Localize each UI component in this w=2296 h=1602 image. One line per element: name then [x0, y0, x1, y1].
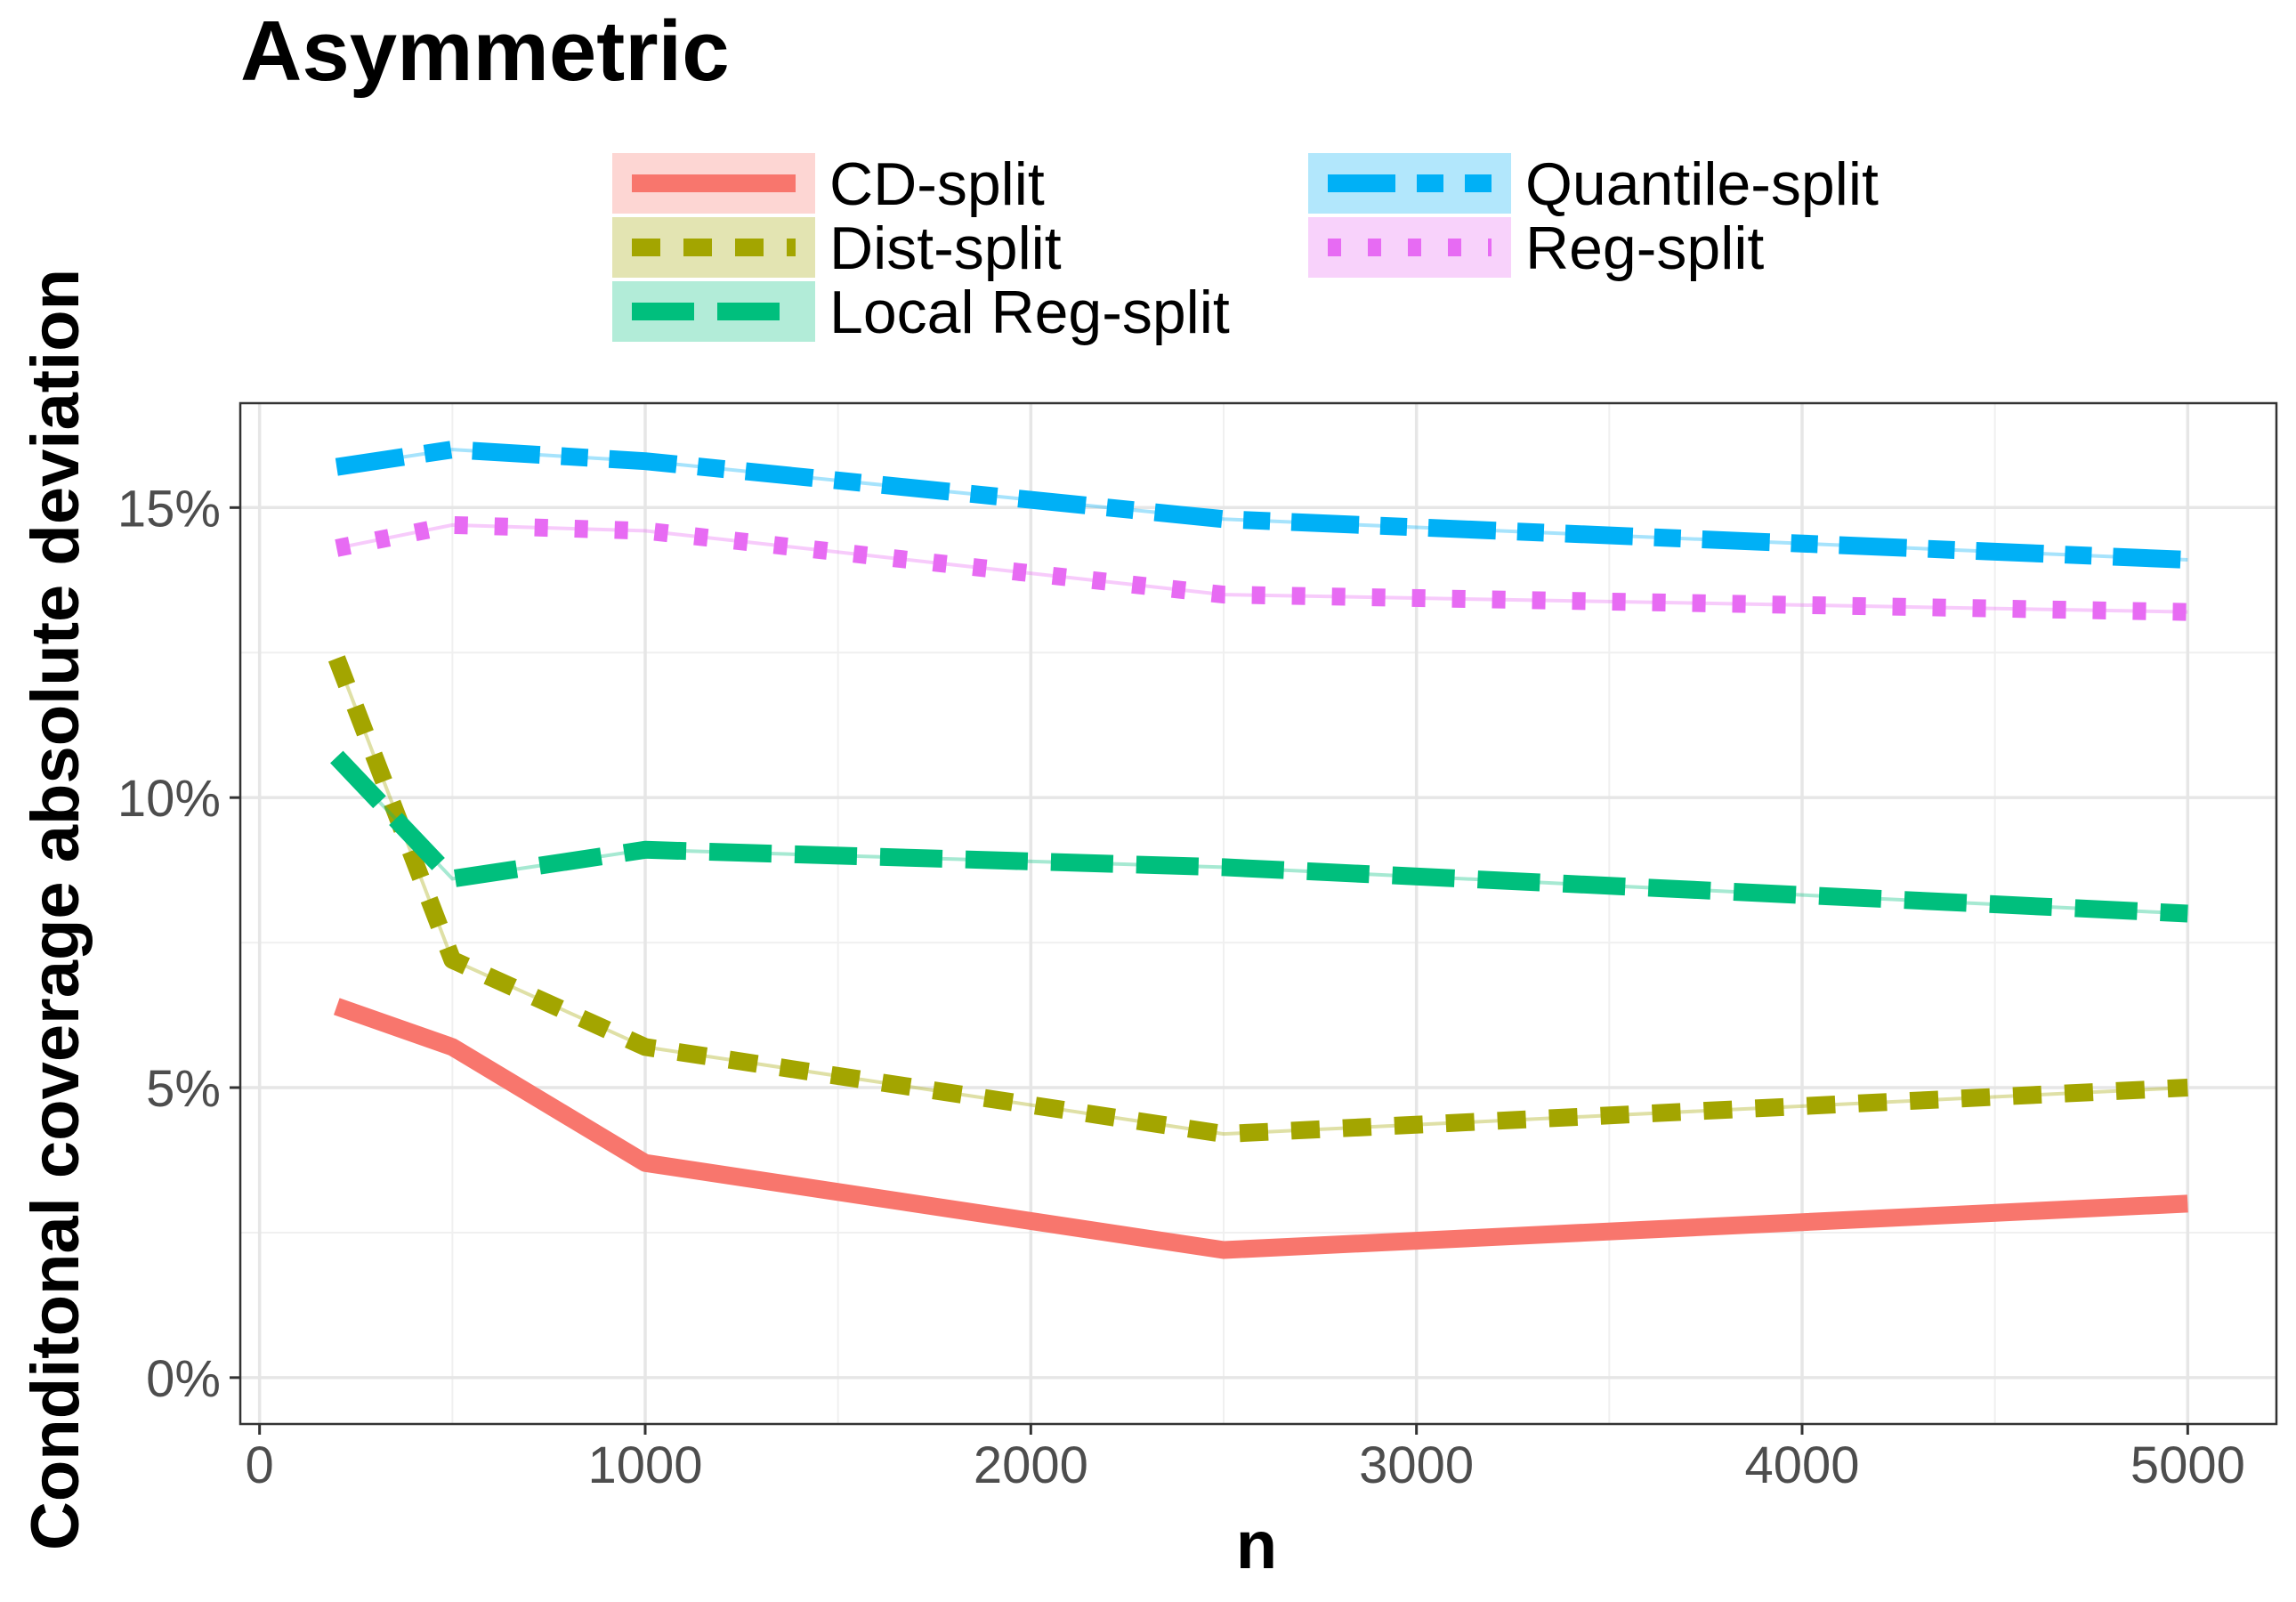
y-axis-label: Conditonal coverage absolute deviation: [18, 269, 93, 1550]
panel-border: [238, 401, 2278, 1426]
series-line-cd-split: [333, 998, 2188, 1259]
y-tick-label: 0%: [146, 1350, 221, 1408]
data-point-reg-split: [336, 547, 337, 549]
x-tick-label: 3000: [1359, 1436, 1474, 1494]
data-point-dist-split: [2187, 1087, 2188, 1088]
x-tick-label: 2000: [974, 1436, 1088, 1494]
axes: 0 1000 2000 3000 4000 5000 0% 5% 10% 15%: [117, 401, 2278, 1494]
y-tick-label: 15%: [117, 480, 221, 538]
data-point-quantile-split: [2187, 559, 2188, 561]
data-point-quantile-split: [451, 449, 453, 450]
panel-background: [240, 403, 2276, 1424]
data-point-cd-split: [1223, 1249, 1225, 1250]
data-point-reg-split: [451, 524, 453, 526]
x-tick-label: 1000: [587, 1436, 702, 1494]
legend-label-dist-split: Dist-split: [829, 214, 1062, 282]
y-tick-label: 10%: [117, 770, 221, 828]
x-tick-label: 0: [246, 1436, 274, 1494]
x-axis-label: n: [1236, 1508, 1277, 1583]
data-point-quantile-split: [336, 466, 337, 468]
legend-label-quantile-split: Quantile-split: [1525, 150, 1879, 218]
data-point-local-reg-split: [451, 878, 453, 879]
data-point-cd-split: [336, 1006, 337, 1007]
data-point-local-reg-split: [336, 756, 337, 758]
data-point-dist-split: [336, 658, 337, 659]
data-point-local-reg-split: [644, 849, 646, 851]
series-line-quantile-split: [335, 441, 2188, 569]
series-line-reg-split: [335, 515, 2188, 621]
x-tick-label: 4000: [1744, 1436, 1859, 1494]
data-point-reg-split: [1223, 594, 1225, 595]
series-line-local-reg-split: [330, 750, 2188, 923]
chart-title: Asymmetric: [240, 4, 730, 99]
data-point-cd-split: [644, 1162, 646, 1164]
data-point-reg-split: [644, 530, 646, 531]
data-point-dist-split: [1223, 1133, 1225, 1135]
series-line-dist-split: [327, 655, 2188, 1144]
data-point-dist-split: [451, 959, 453, 961]
data-point-dist-split: [644, 1046, 646, 1048]
data-point-local-reg-split: [2187, 913, 2188, 915]
data-point-local-reg-split: [1223, 866, 1225, 868]
legend-label-local-reg-split: Local Reg-split: [829, 279, 1230, 346]
data-point-quantile-split: [1223, 518, 1225, 520]
plot-area: [240, 403, 2276, 1424]
x-tick-label: 5000: [2130, 1436, 2245, 1494]
legend-label-cd-split: CD-split: [829, 150, 1045, 218]
data-point-quantile-split: [644, 460, 646, 462]
y-tick-label: 5%: [146, 1060, 221, 1118]
data-point-cd-split: [451, 1046, 453, 1048]
data-point-reg-split: [2187, 611, 2188, 613]
legend-label-reg-split: Reg-split: [1525, 214, 1764, 282]
data-point-cd-split: [2187, 1202, 2188, 1204]
